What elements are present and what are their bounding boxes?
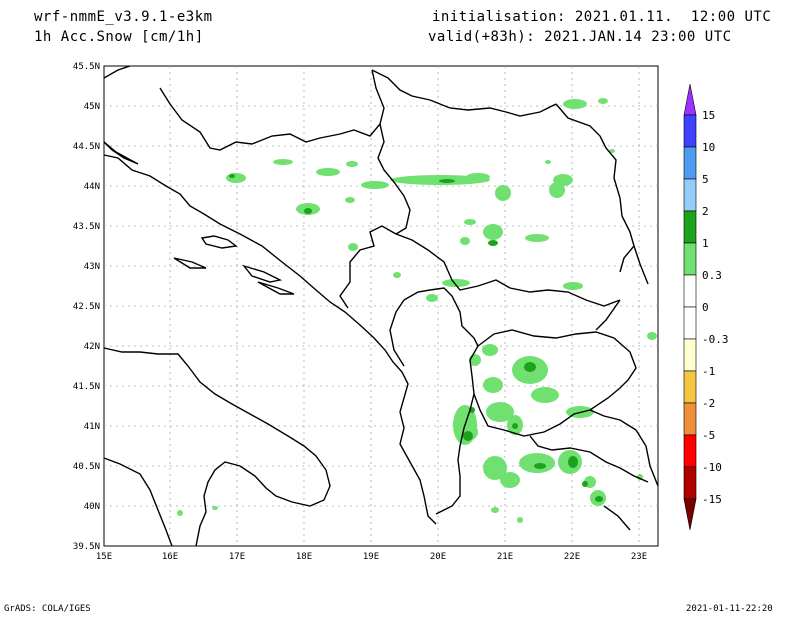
field-title: 1h Acc.Snow [cm/1h] [34, 29, 204, 45]
svg-text:23E: 23E [631, 552, 647, 562]
svg-text:-1: -1 [702, 365, 715, 378]
latitude-labels: 45.5N 45N 44.5N 44N 43.5N 43N 42.5N 42N … [73, 62, 100, 552]
valid-time: valid(+83h): 2021.JAN.14 23:00 UTC [428, 29, 732, 45]
colorbar-swatch [683, 242, 697, 276]
colorbar-swatch [683, 114, 697, 148]
svg-text:45.5N: 45.5N [73, 62, 100, 72]
svg-text:2: 2 [702, 205, 709, 218]
colorbar-swatch [683, 370, 697, 404]
svg-text:15: 15 [702, 109, 715, 122]
colorbar-top-arrow [683, 83, 697, 116]
colorbar-swatch [683, 178, 697, 212]
svg-text:43.5N: 43.5N [73, 222, 100, 232]
snow-heavy-areas [229, 174, 603, 502]
svg-text:0.3: 0.3 [702, 269, 722, 282]
svg-text:5: 5 [702, 173, 709, 186]
svg-text:-15: -15 [702, 493, 722, 506]
svg-text:39.5N: 39.5N [73, 542, 100, 552]
svg-text:21E: 21E [497, 552, 513, 562]
svg-text:19E: 19E [363, 552, 379, 562]
svg-text:0: 0 [702, 301, 709, 314]
footer-timestamp: 2021-01-11-22:20 [686, 604, 773, 614]
init-time: initialisation: 2021.01.11. 12:00 UTC [432, 9, 772, 25]
svg-text:16E: 16E [162, 552, 178, 562]
model-title: wrf-nmmE_v3.9.1-e3km [34, 9, 213, 25]
svg-text:1: 1 [702, 237, 709, 250]
svg-text:44N: 44N [84, 182, 100, 192]
coastlines-borders [103, 65, 659, 547]
svg-text:44.5N: 44.5N [73, 142, 100, 152]
svg-text:40.5N: 40.5N [73, 462, 100, 472]
svg-text:20E: 20E [430, 552, 446, 562]
colorbar-swatch [683, 402, 697, 436]
svg-text:-5: -5 [702, 429, 715, 442]
colorbar-swatch [683, 306, 697, 340]
svg-text:-10: -10 [702, 461, 722, 474]
svg-text:17E: 17E [229, 552, 245, 562]
svg-text:10: 10 [702, 141, 715, 154]
svg-text:40N: 40N [84, 502, 100, 512]
colorbar-swatch [683, 274, 697, 308]
svg-text:18E: 18E [296, 552, 312, 562]
grid-lines [104, 66, 658, 546]
colorbar-swatch [683, 146, 697, 180]
svg-text:45N: 45N [84, 102, 100, 112]
colorbar-swatch [683, 434, 697, 468]
svg-text:42N: 42N [84, 342, 100, 352]
snow-light-areas [177, 98, 657, 523]
colorbar-bottom-arrow [683, 498, 697, 531]
svg-text:22E: 22E [564, 552, 580, 562]
colorbar-swatch [683, 338, 697, 372]
footer-credit: GrADS: COLA/IGES [4, 604, 91, 614]
svg-text:41N: 41N [84, 422, 100, 432]
colorbar [683, 83, 697, 531]
svg-text:-0.3: -0.3 [702, 333, 729, 346]
svg-text:-2: -2 [702, 397, 715, 410]
colorbar-labels: 15 10 5 2 1 0.3 0 -0.3 -1 -2 -5 -10 -15 [702, 109, 729, 506]
svg-text:43N: 43N [84, 262, 100, 272]
svg-text:42.5N: 42.5N [73, 302, 100, 312]
svg-text:41.5N: 41.5N [73, 382, 100, 392]
svg-text:15E: 15E [96, 552, 112, 562]
longitude-labels: 15E 16E 17E 18E 19E 20E 21E 22E 23E [96, 552, 647, 562]
colorbar-swatch [683, 466, 697, 500]
colorbar-swatch [683, 210, 697, 244]
